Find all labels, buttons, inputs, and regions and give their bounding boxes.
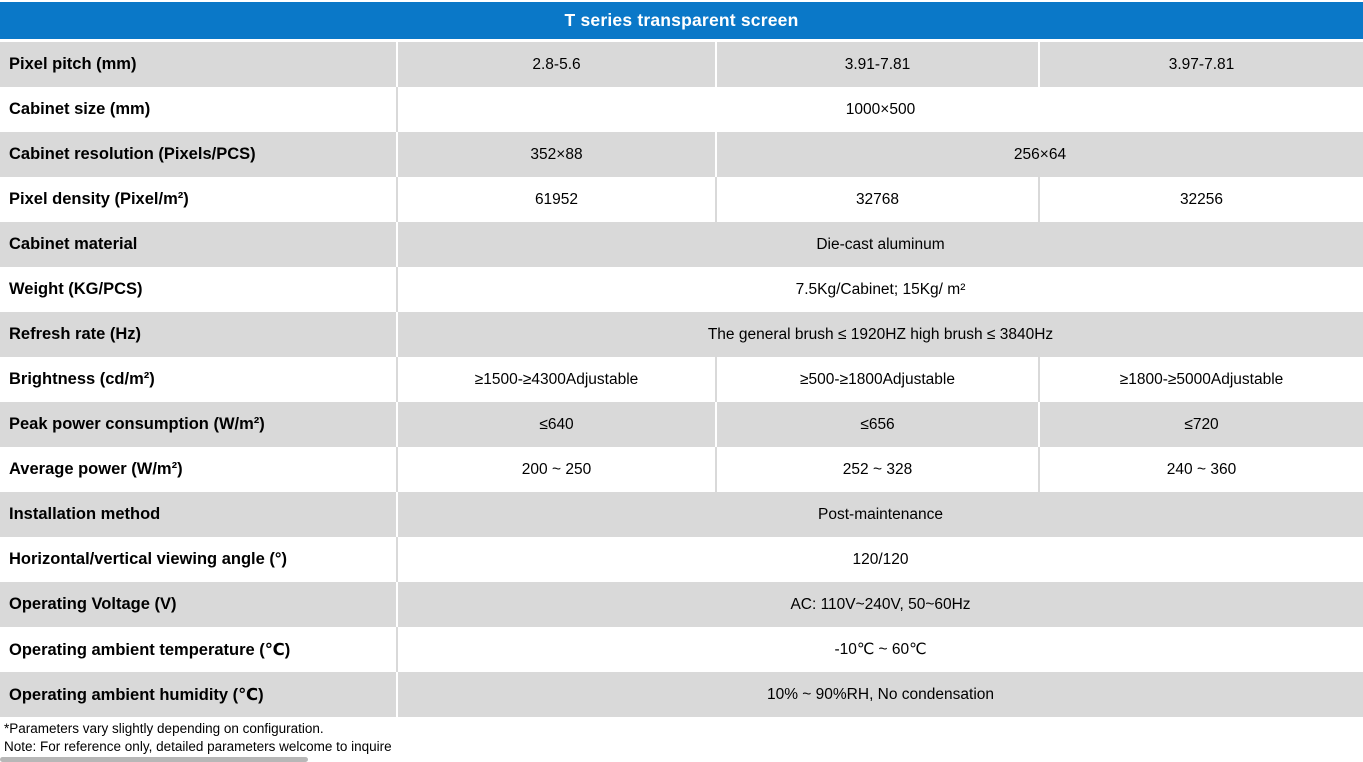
row-value: 2.8-5.6 xyxy=(398,42,717,87)
table-row: Horizontal/vertical viewing angle (°) 120… xyxy=(0,537,1363,582)
row-value: Die-cast aluminum xyxy=(816,235,945,253)
table-row: Operating Voltage (V) AC: 110V~240V, 50~6… xyxy=(0,582,1363,627)
table-row: Peak power consumption (W/m²) ≤640 ≤656 ≤72… xyxy=(0,402,1363,447)
row-value: -10℃ ~ 60℃ xyxy=(834,641,927,658)
table-row: Pixel density (Pixel/m²) 61952 32768 32256 xyxy=(0,177,1363,222)
row-label: Cabinet resolution (Pixels/PCS) xyxy=(0,132,398,177)
table-title: T series transparent screen xyxy=(564,10,799,30)
row-value: 61952 xyxy=(398,177,717,222)
table-row: Cabinet material Die-cast aluminum xyxy=(0,222,1363,267)
row-value: ≤640 xyxy=(398,402,717,447)
row-value: The general brush ≤ 1920HZ high brush ≤ … xyxy=(707,325,1054,343)
row-label: Horizontal/vertical viewing angle (°) xyxy=(0,537,398,582)
row-value: ≥500-≥1800Adjustable xyxy=(717,357,1040,402)
table-row: Refresh rate (Hz) The general brush ≤ 192… xyxy=(0,312,1363,357)
row-value: 1000×500 xyxy=(845,100,916,118)
row-label: Peak power consumption (W/m²) xyxy=(0,402,398,447)
row-value: 120/120 xyxy=(852,550,909,568)
row-value: AC: 110V~240V, 50~60Hz xyxy=(790,595,971,613)
footnote-parameters: *Parameters vary slightly depending on c… xyxy=(4,721,324,736)
row-label: Pixel density (Pixel/m²) xyxy=(0,177,398,222)
row-label: Average power (W/m²) xyxy=(0,447,398,492)
row-value: 3.97-7.81 xyxy=(1168,55,1235,73)
footnotes: *Parameters vary slightly depending on c… xyxy=(0,717,1363,756)
table-row: Brightness (cd/m²) ≥1500-≥4300Adjustable ≥… xyxy=(0,357,1363,402)
row-label: Cabinet size (mm) xyxy=(0,87,398,132)
spec-table: Pixel pitch (mm) 2.8-5.6 3.91-7.81 3.97-7.8… xyxy=(0,42,1363,717)
table-row: Weight (KG/PCS) 7.5Kg/Cabinet; 15Kg/ m² xyxy=(0,267,1363,312)
row-label: Brightness (cd/m²) xyxy=(0,357,398,402)
row-label: Refresh rate (Hz) xyxy=(0,312,398,357)
row-value: ≤656 xyxy=(717,402,1040,447)
horizontal-scrollbar-thumb[interactable] xyxy=(0,757,308,762)
table-row: Installation method Post-maintenance xyxy=(0,492,1363,537)
row-value: 200 ~ 250 xyxy=(398,447,717,492)
footnote-reference: Note: For reference only, detailed param… xyxy=(4,739,392,754)
row-value: 252 ~ 328 xyxy=(717,447,1040,492)
row-label: Operating ambient temperature (℃) xyxy=(0,627,398,672)
row-label: Operating Voltage (V) xyxy=(0,582,398,627)
row-value: ≥1500-≥4300Adjustable xyxy=(398,357,717,402)
row-value: ≤720 xyxy=(1184,415,1219,433)
row-label: Cabinet material xyxy=(0,222,398,267)
table-title-bar: T series transparent screen xyxy=(0,2,1363,39)
row-label: Weight (KG/PCS) xyxy=(0,267,398,312)
row-value: 10% ~ 90%RH, No condensation xyxy=(766,685,995,703)
row-label: Pixel pitch (mm) xyxy=(0,42,398,87)
row-label: Operating ambient humidity (℃) xyxy=(0,672,398,717)
row-value: 240 ~ 360 xyxy=(1166,460,1237,478)
table-row: Operating ambient humidity (℃) 10% ~ 90%R… xyxy=(0,672,1363,717)
table-row: Cabinet size (mm) 1000×500 xyxy=(0,87,1363,132)
row-value: Post-maintenance xyxy=(818,505,943,523)
row-value: 32256 xyxy=(1179,190,1224,208)
row-value: ≥1800-≥5000Adjustable xyxy=(1119,370,1284,388)
row-value: 256×64 xyxy=(1013,145,1067,163)
table-row: Pixel pitch (mm) 2.8-5.6 3.91-7.81 3.97-7.8… xyxy=(0,42,1363,87)
table-row: Average power (W/m²) 200 ~ 250 252 ~ 328 24… xyxy=(0,447,1363,492)
row-value: 352×88 xyxy=(398,132,717,177)
row-value: 3.91-7.81 xyxy=(717,42,1040,87)
table-row: Cabinet resolution (Pixels/PCS) 352×88 256… xyxy=(0,132,1363,177)
row-value: 32768 xyxy=(717,177,1040,222)
row-value: 7.5Kg/Cabinet; 15Kg/ m² xyxy=(795,280,966,298)
row-label: Installation method xyxy=(0,492,398,537)
table-row: Operating ambient temperature (℃) -10℃ ~ … xyxy=(0,627,1363,672)
